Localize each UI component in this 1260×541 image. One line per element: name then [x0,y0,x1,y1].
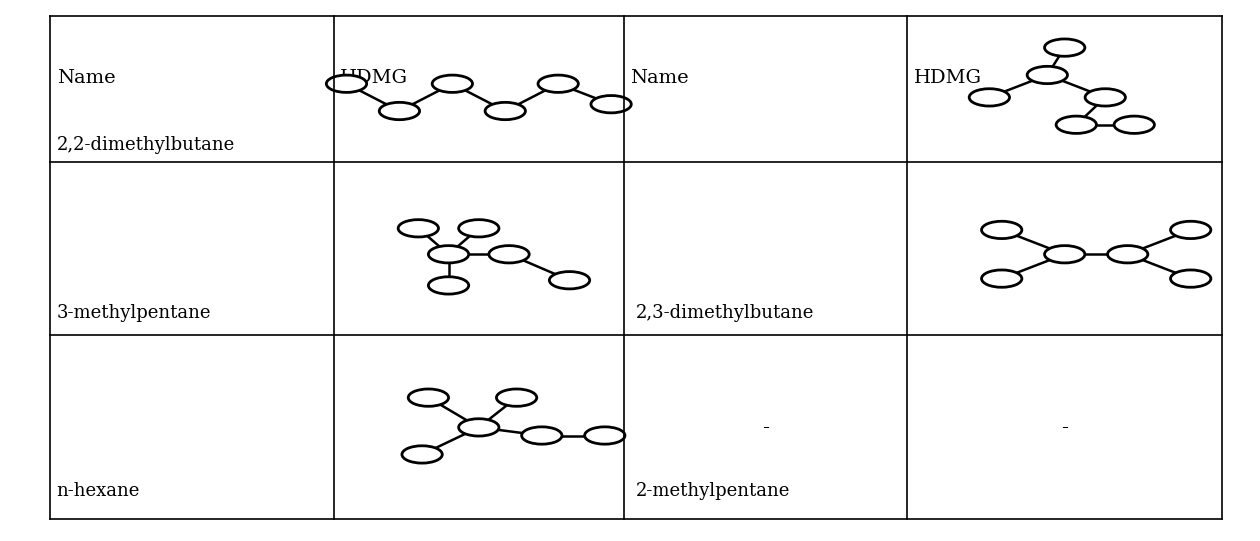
Circle shape [1085,89,1125,106]
Text: -: - [762,418,769,437]
Circle shape [1114,116,1154,134]
Circle shape [969,89,1009,106]
Circle shape [1027,67,1067,84]
Text: Name: Name [630,69,689,88]
Text: -: - [1061,418,1068,437]
Circle shape [459,220,499,237]
Circle shape [1045,246,1085,263]
Circle shape [1045,39,1085,56]
Text: 2,3-dimethylbutane: 2,3-dimethylbutane [636,304,815,322]
Text: HDMG: HDMG [340,69,408,88]
Circle shape [485,102,525,120]
Circle shape [982,221,1022,239]
Circle shape [585,427,625,444]
Text: n-hexane: n-hexane [57,483,140,500]
Circle shape [408,389,449,406]
Circle shape [428,277,469,294]
Circle shape [1171,221,1211,239]
Text: 2,2-dimethylbutane: 2,2-dimethylbutane [57,136,234,154]
Circle shape [326,75,367,93]
Circle shape [522,427,562,444]
Circle shape [1108,246,1148,263]
Text: HDMG: HDMG [914,69,982,88]
Circle shape [591,96,631,113]
Circle shape [1171,270,1211,287]
Circle shape [1056,116,1096,134]
Circle shape [549,272,590,289]
Text: 3-methylpentane: 3-methylpentane [57,304,212,322]
Circle shape [398,220,438,237]
Circle shape [459,419,499,436]
Circle shape [379,102,420,120]
Text: 2-methylpentane: 2-methylpentane [636,483,791,500]
Circle shape [428,246,469,263]
Circle shape [402,446,442,463]
Circle shape [538,75,578,93]
Circle shape [496,389,537,406]
Text: Name: Name [57,69,116,88]
Circle shape [982,270,1022,287]
Circle shape [489,246,529,263]
Circle shape [432,75,472,93]
